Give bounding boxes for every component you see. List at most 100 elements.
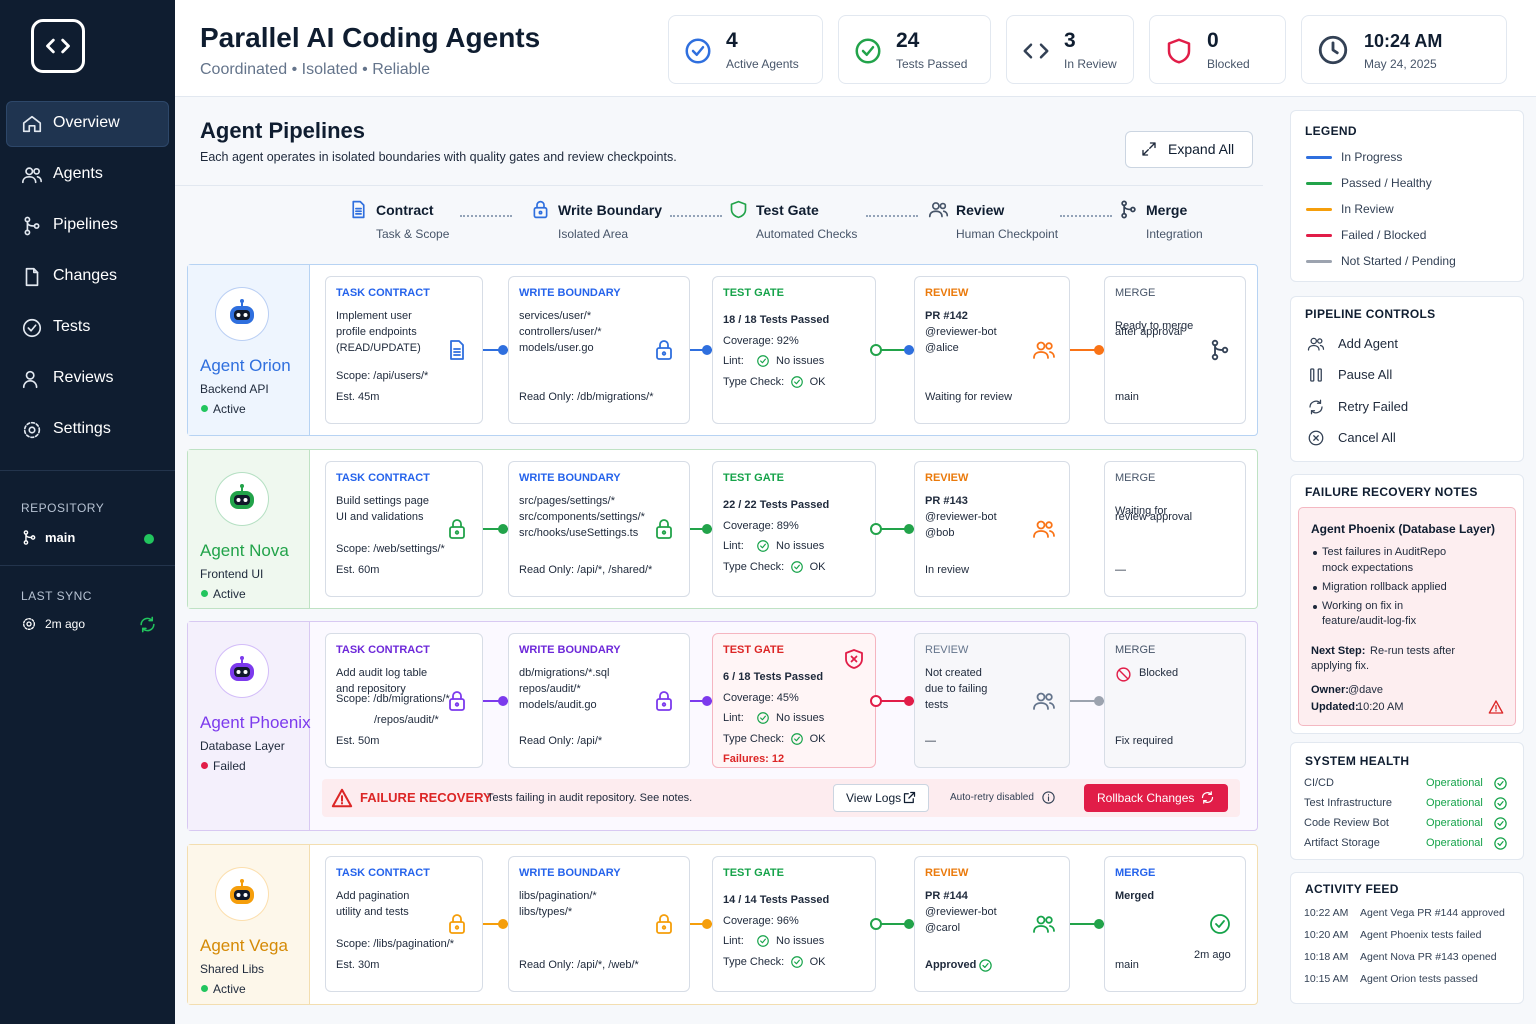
panel-title: SYSTEM HEALTH — [1305, 754, 1410, 768]
card-foot: main — [1115, 391, 1139, 403]
stage-card — [325, 633, 483, 768]
agent-role: Database Layer — [200, 739, 285, 753]
control-item[interactable]: Pause All — [1338, 367, 1393, 383]
card-line: @alice — [925, 342, 959, 354]
legend-swatch — [1306, 234, 1332, 237]
card-line: Coverage: 45% — [723, 691, 799, 704]
connector-dot — [904, 345, 914, 355]
stat-label: In Review — [1064, 57, 1117, 71]
panel-title: LEGEND — [1305, 124, 1357, 138]
expand-button[interactable] — [1125, 131, 1253, 168]
activity-text: Agent Phoenix tests failed — [1360, 929, 1482, 941]
connector-dot — [702, 345, 712, 355]
control-item[interactable]: Add Agent — [1338, 336, 1398, 351]
repo-icon — [23, 530, 36, 545]
panel-title: FAILURE RECOVERY NOTES — [1305, 485, 1478, 499]
logo — [31, 19, 85, 73]
card-icon — [1033, 341, 1055, 359]
legend-swatch — [1306, 156, 1332, 159]
note-text: 10:20 AM — [1357, 701, 1404, 713]
stage-name: Test Gate — [756, 202, 819, 218]
agent-name: Agent Vega — [200, 936, 288, 955]
card-line: Merged — [1115, 890, 1155, 902]
connector — [483, 923, 508, 925]
stage-sub: Human Checkpoint — [956, 227, 1059, 241]
nav-icon — [22, 167, 42, 184]
nav-item[interactable]: Tests — [53, 318, 91, 335]
legend-label: Failed / Blocked — [1341, 228, 1427, 242]
stat-icon — [1023, 43, 1049, 59]
nav-item[interactable]: Reviews — [53, 369, 114, 386]
nav-item[interactable]: Overview — [53, 114, 120, 131]
activity-time: 10:18 AM — [1304, 951, 1349, 963]
card-line: PR #142 — [925, 310, 968, 322]
nav-icon — [23, 421, 41, 439]
connector-dot — [1094, 345, 1104, 355]
card-foot: Read Only: /api/*, /web/* — [519, 959, 639, 971]
stage-icon — [533, 200, 548, 219]
stage-card — [712, 633, 876, 768]
card-line: Ready to merge — [1115, 320, 1194, 332]
nav-item[interactable]: Agents — [53, 165, 103, 182]
rollback-button[interactable] — [1084, 784, 1228, 812]
control-icon — [1307, 337, 1325, 351]
control-item[interactable]: Retry Failed — [1338, 398, 1409, 414]
view-logs-label[interactable]: View Logs — [846, 791, 902, 805]
sync-icon — [23, 618, 35, 630]
blocked-icon — [1116, 667, 1131, 682]
stage-name: Merge — [1146, 202, 1188, 218]
connector — [1070, 699, 1104, 702]
connector — [876, 528, 914, 530]
stage-card — [325, 461, 483, 597]
connector-dot — [904, 695, 914, 706]
stage-card — [712, 856, 876, 992]
expand-label[interactable]: Expand All — [1168, 141, 1235, 157]
side-panel — [1290, 110, 1524, 282]
nav-item[interactable]: Settings — [53, 420, 111, 437]
clock-time: 10:24 AM — [1364, 31, 1443, 51]
card-line: PR #144 — [925, 890, 968, 902]
nav-item[interactable]: Changes — [53, 267, 118, 284]
card-icon — [449, 690, 465, 711]
stage-card — [914, 856, 1070, 992]
note-warning — [1488, 700, 1504, 714]
card-line: (READ/UPDATE) — [336, 342, 421, 354]
nav-item[interactable]: Pipelines — [53, 216, 118, 233]
card-aside: 2m ago — [1194, 949, 1231, 961]
card-line: and repository — [336, 683, 406, 695]
section-label: LAST SYNC — [21, 589, 92, 603]
card-label: WRITE BOUNDARY — [519, 287, 621, 299]
expand-icon — [1142, 142, 1156, 156]
view-logs-button[interactable] — [833, 784, 929, 812]
card-line: repos/audit/* — [519, 683, 581, 695]
check-key: Type Check: — [723, 375, 785, 388]
card-label: TASK CONTRACT — [336, 472, 430, 484]
stat-icon — [855, 38, 881, 64]
card-line: src/hooks/useSettings.ts — [519, 527, 639, 539]
stat-card — [1149, 15, 1286, 84]
rollback-label[interactable]: Rollback Changes — [1097, 791, 1195, 805]
card-icon — [1033, 520, 1055, 538]
nav-icon — [25, 267, 39, 287]
connector — [690, 699, 712, 702]
control-item[interactable]: Cancel All — [1338, 429, 1396, 445]
agent-name: Agent Orion — [200, 356, 291, 375]
health-status: Operational — [1426, 777, 1483, 789]
health-status: Operational — [1426, 837, 1483, 849]
card-line: src/components/settings/* — [519, 511, 645, 523]
card-foot: Scope: /db/migrations/* — [336, 693, 450, 705]
stage-name: Write Boundary — [558, 202, 662, 218]
control-icon — [1310, 368, 1322, 382]
card-line: 6 / 18 Tests Passed — [723, 671, 824, 683]
legend-label: In Review — [1341, 202, 1394, 216]
connector — [876, 699, 914, 702]
card-line: services/user/* — [519, 310, 592, 322]
agent-status: Active — [213, 982, 246, 996]
card-foot: — — [925, 735, 936, 747]
connector — [690, 349, 712, 351]
connector-dot — [904, 919, 914, 929]
card-line: PR #143 — [925, 495, 968, 507]
card-label: REVIEW — [925, 867, 969, 879]
